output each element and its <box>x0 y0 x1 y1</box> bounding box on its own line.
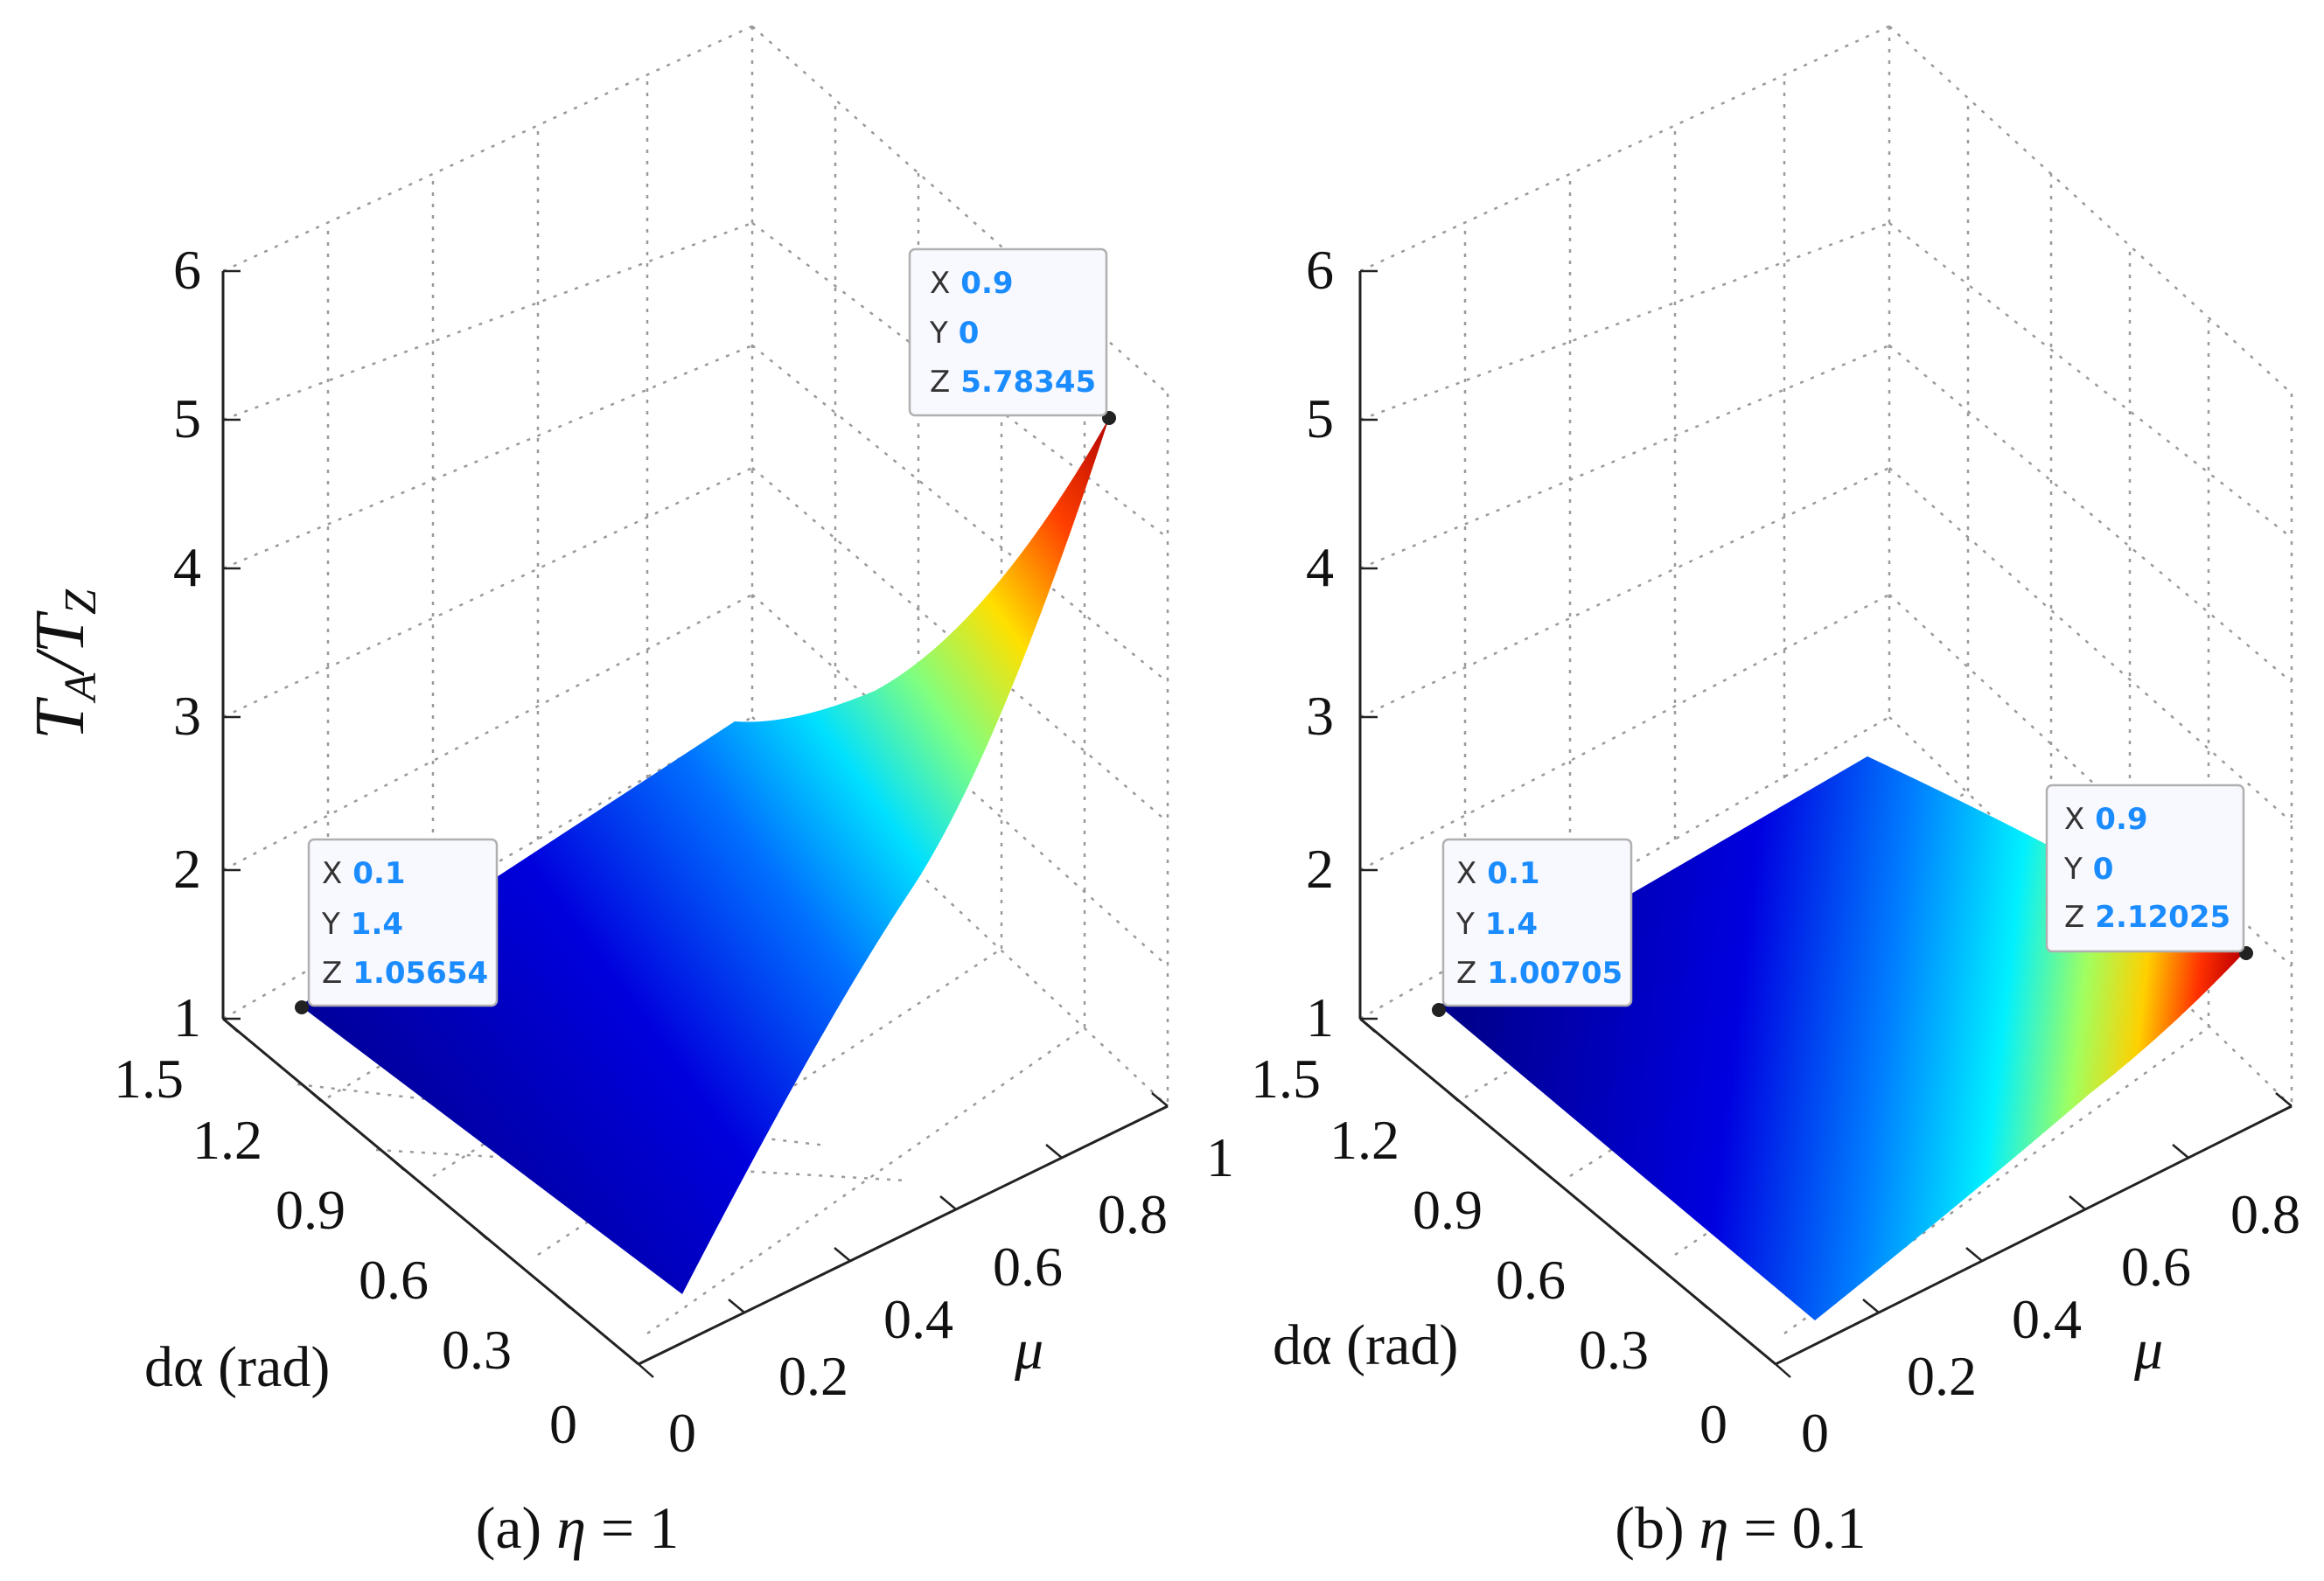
svg-text:X0.1: X 0.1 <box>322 856 406 891</box>
panel-b-x-tick: 0 <box>1801 1402 1829 1464</box>
panel-a-z-tick: 3 <box>173 685 201 747</box>
panel-b-x-axis: 0 0.2 0.4 0.6 0.8 μ <box>1759 1092 2300 1464</box>
panel-b-y-tick: 0.9 <box>1413 1179 1483 1241</box>
panel-a-z-tick: 5 <box>173 387 201 449</box>
panel-b-x-label: μ <box>2133 1318 2163 1382</box>
panel-a-y-tick: 0.3 <box>442 1319 512 1381</box>
panel-a-x-tick: 0.8 <box>1098 1183 1168 1245</box>
panel-a-x-tick: 0.2 <box>778 1345 848 1407</box>
svg-text:Z2.12025: Z 2.12025 <box>2064 900 2230 935</box>
panel-b-x-tick: 0.2 <box>1907 1345 1977 1407</box>
panel-a-x-axis: 0 0.2 0.4 0.6 0.8 1 μ <box>622 1092 1234 1464</box>
panel-b-x-tick: 0.8 <box>2230 1183 2300 1245</box>
svg-text:Y0: Y0 <box>929 316 979 351</box>
panel-b-x-tick: 0.4 <box>2012 1288 2082 1350</box>
panel-a-z-tick: 1 <box>173 986 201 1048</box>
panel-b-z-tick: 2 <box>1306 838 1334 900</box>
svg-text:Z5.78345: Z 5.78345 <box>930 365 1096 400</box>
svg-text:X0.1: X 0.1 <box>1456 856 1540 891</box>
panel-a-z-axis: 1 2 3 4 5 6 TA/TZ <box>22 239 241 1048</box>
panel-b-y-tick: 1.5 <box>1251 1048 1321 1110</box>
panel-a-y-axis: 0 0.3 0.6 0.9 1.2 1.5 dα (rad) <box>114 1017 654 1455</box>
svg-text:Z1.05654: Z 1.05654 <box>322 956 488 991</box>
panel-a-y-tick: 0 <box>549 1393 577 1455</box>
panel-b-x-tick: 0.6 <box>2121 1236 2191 1298</box>
panel-b-datatip-1[interactable]: X 0.1 Y 1.4 Z 1.00705 <box>1432 838 1633 1017</box>
panel-b-z-tick: 3 <box>1306 685 1334 747</box>
panel-a-z-tick: 6 <box>173 239 201 301</box>
svg-text:X0.9: X 0.9 <box>2064 802 2148 837</box>
panel-b-y-axis: 0 0.3 0.6 0.9 1.2 1.5 dα (rad) <box>1251 1017 1791 1455</box>
panel-a-y-tick: 0.9 <box>276 1179 345 1241</box>
panel-a-x-tick: 0.6 <box>993 1236 1063 1298</box>
panel-b-y-tick: 0.3 <box>1579 1319 1649 1381</box>
panel-a-y-tick: 0.6 <box>359 1249 429 1311</box>
panel-b-z-tick: 1 <box>1306 986 1334 1048</box>
panel-a-y-tick: 1.2 <box>192 1109 262 1171</box>
panel-a-x-label: μ <box>1014 1318 1043 1382</box>
panel-a-datatip-1[interactable]: X 0.1 Y 1.4 Z 1.05654 <box>295 838 499 1014</box>
panel-a-x-tick: 0.4 <box>883 1288 953 1350</box>
panel-b-y-label: dα (rad) <box>1273 1313 1458 1377</box>
panel-a: 1 2 3 4 5 6 TA/TZ 0 0.3 0.6 0.9 1.2 1 <box>22 24 1234 1561</box>
svg-text:Y1.4: Y 1.4 <box>1455 907 1538 942</box>
panel-b-z-axis: 1 2 3 4 5 6 <box>1306 239 1378 1048</box>
panel-b-z-tick: 4 <box>1306 536 1334 598</box>
panel-a-caption: (a) η = 1 <box>476 1494 680 1561</box>
svg-text:Z1.00705: Z 1.00705 <box>1456 956 1623 991</box>
panel-b-z-tick: 5 <box>1306 387 1334 449</box>
panel-b-z-tick: 6 <box>1306 239 1334 301</box>
panel-a-surface <box>300 418 1109 1294</box>
panel-b-y-tick: 1.2 <box>1329 1109 1399 1171</box>
panel-b: 1 2 3 4 5 6 0 0.3 0.6 0.9 1.2 1.5 dα (ra… <box>1251 24 2300 1561</box>
panel-b-y-tick: 0.6 <box>1496 1249 1566 1311</box>
panel-a-x-tick: 1 <box>1206 1126 1234 1188</box>
svg-text:Y0: Y0 <box>2063 852 2113 887</box>
panel-a-z-label: TA/TZ <box>22 589 106 740</box>
panel-a-z-tick: 2 <box>173 838 201 900</box>
panel-a-grid <box>222 24 1169 1335</box>
panel-b-caption: (b) η = 0.1 <box>1615 1494 1866 1561</box>
panel-b-surface <box>1439 756 2244 1320</box>
panel-a-x-tick: 0 <box>668 1402 696 1464</box>
panel-a-y-label: dα (rad) <box>144 1335 330 1399</box>
svg-text:Y1.4: Y 1.4 <box>321 907 403 942</box>
panel-b-y-tick: 0 <box>1699 1393 1727 1455</box>
panel-a-y-tick: 1.5 <box>114 1048 184 1110</box>
svg-text:X0.9: X 0.9 <box>930 266 1014 301</box>
panel-a-z-tick: 4 <box>173 536 201 598</box>
